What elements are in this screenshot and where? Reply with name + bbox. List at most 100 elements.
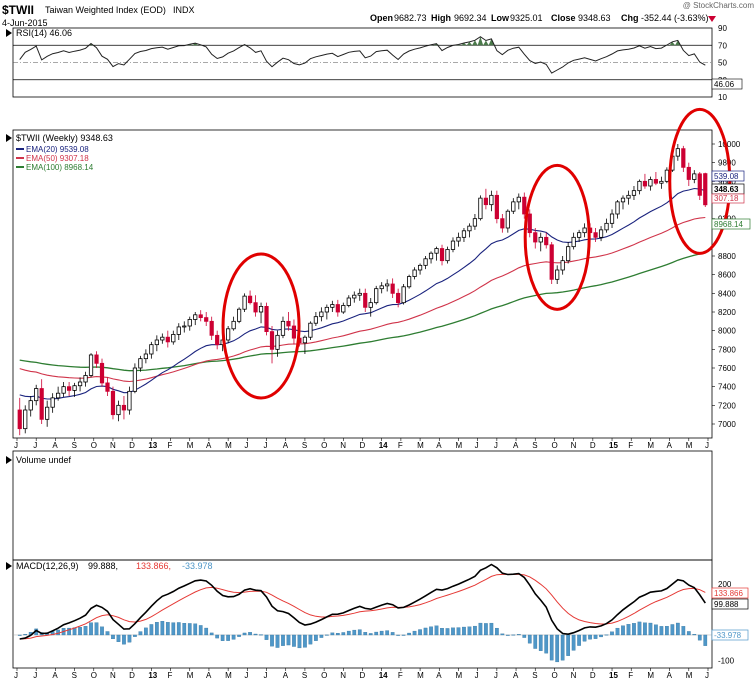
index-name: Taiwan Weighted Index (EOD) — [45, 5, 166, 15]
time-tick-label: N — [110, 441, 116, 450]
candle-up — [609, 213, 615, 224]
candle-down — [500, 218, 505, 229]
macd-value-boxes: 133.866 99.888 -33.978 — [711, 587, 749, 641]
price-legend-main: $TWII (Weekly) 9348.63 — [16, 133, 113, 143]
macd-hist-bar — [566, 634, 571, 656]
hist-box-text: -33.978 — [714, 631, 742, 640]
price-tick-label: 10000 — [718, 140, 741, 149]
candle-up — [571, 236, 576, 248]
macd-hist-bar — [467, 626, 472, 636]
macd-hist-bar — [593, 634, 598, 639]
candle-down — [494, 194, 499, 220]
panel-frame-3 — [12, 559, 713, 669]
candle-down — [121, 404, 127, 411]
rsi-tick-label: 70 — [718, 41, 727, 50]
candle-down — [110, 390, 116, 416]
macd-hist-bar — [538, 634, 543, 651]
macd-hist-bar — [571, 634, 576, 651]
macd-hist-bar — [352, 629, 357, 636]
time-tick-label: F — [168, 441, 173, 450]
candle-up — [258, 305, 264, 313]
macd-hist-bar — [615, 627, 620, 636]
macd-hist-bar — [111, 634, 115, 640]
macd-hist-bar — [292, 634, 296, 647]
macd-hist-bar — [122, 634, 126, 645]
candle-down — [253, 302, 258, 313]
watermark: @ StockCharts.com — [683, 1, 755, 10]
candle-down — [204, 317, 209, 322]
macd-hist-bar — [341, 632, 346, 636]
time-tick-label: N — [571, 441, 577, 450]
macd-hist-bar — [17, 634, 22, 636]
time-tick-label: O — [91, 671, 97, 680]
low-value: 9325.01 — [510, 13, 543, 23]
time-tick-label: M — [187, 671, 194, 680]
macd-hist-bar — [303, 634, 307, 648]
time-tick-label: A — [283, 441, 289, 450]
macd-legend-macd: 99.888, — [88, 561, 118, 571]
time-tick-label: M — [225, 441, 232, 450]
macd-hist-bar — [105, 631, 110, 636]
time-tick-label: M — [225, 671, 232, 680]
chg-value: -352.44 (-3.63%) — [641, 13, 709, 23]
macd-hist-bar — [440, 628, 444, 636]
macd-hist-bar — [314, 634, 318, 641]
time-tick-label: M — [187, 441, 194, 450]
time-axis-upper: J J A S O N D 13 F M A M J J A S O N D 14 F M A M J J A S O N D 15 F M A M J — [14, 438, 709, 450]
macd-hist-bar — [549, 634, 554, 661]
price-tick-label: 7800 — [718, 345, 736, 354]
candle-up — [445, 249, 450, 262]
time-tick-label: M — [647, 441, 654, 450]
candle-up — [456, 236, 461, 242]
candle-up — [61, 386, 66, 394]
macd-hist-bar — [182, 623, 187, 636]
candle-down — [544, 236, 549, 246]
candle-down — [198, 314, 203, 318]
candle-down — [593, 232, 598, 238]
candle-up — [237, 308, 242, 322]
candle-up — [385, 283, 390, 287]
time-tick-label: S — [72, 671, 77, 680]
macd-hist-bar — [555, 634, 560, 663]
time-tick-label: J — [494, 671, 498, 680]
ema20-line — [19, 187, 706, 400]
macd-hist-bar — [149, 624, 154, 636]
macd-hist-bar — [560, 634, 565, 661]
candle-up — [379, 285, 384, 290]
candle-up — [401, 286, 406, 304]
time-tick-label: M — [647, 671, 654, 680]
macd-hist-bar — [686, 631, 691, 636]
time-tick-label: J — [475, 671, 479, 680]
candle-up — [505, 210, 510, 229]
macd-hist-bar — [379, 630, 384, 636]
macd-hist-bar — [220, 634, 225, 641]
candle-up — [604, 222, 609, 231]
time-tick-label: J — [264, 671, 268, 680]
macd-line — [19, 563, 706, 640]
panel-frames — [12, 27, 713, 669]
high-value: 9692.34 — [454, 13, 487, 23]
macd-hist-bar — [434, 625, 439, 636]
exchange: INDX — [173, 5, 195, 15]
candle-up — [193, 314, 198, 320]
macd-hist-bar — [489, 622, 494, 636]
candle-up — [664, 169, 669, 182]
price-tick-label: 8200 — [718, 308, 736, 317]
candle-down — [653, 179, 659, 184]
macd-hist-bar — [133, 634, 137, 637]
ema50-box-text: 307.18 — [714, 194, 739, 203]
macd-hist-bar — [176, 622, 181, 636]
macd-hist-bar — [363, 632, 368, 636]
macd-hist-bar — [527, 634, 532, 644]
time-tick-label: M — [417, 671, 424, 680]
price-axis: 1000098009600920088008600840082008000780… — [712, 140, 741, 429]
macd-hist-bar — [308, 634, 313, 645]
time-tick-label: F — [398, 671, 403, 680]
candle-up — [555, 269, 560, 280]
candle-down — [39, 388, 44, 420]
ema20-box-text: 539.08 — [714, 172, 739, 181]
panel-frame-1 — [12, 129, 713, 439]
candle-up — [538, 236, 543, 243]
candle-down — [264, 305, 269, 332]
